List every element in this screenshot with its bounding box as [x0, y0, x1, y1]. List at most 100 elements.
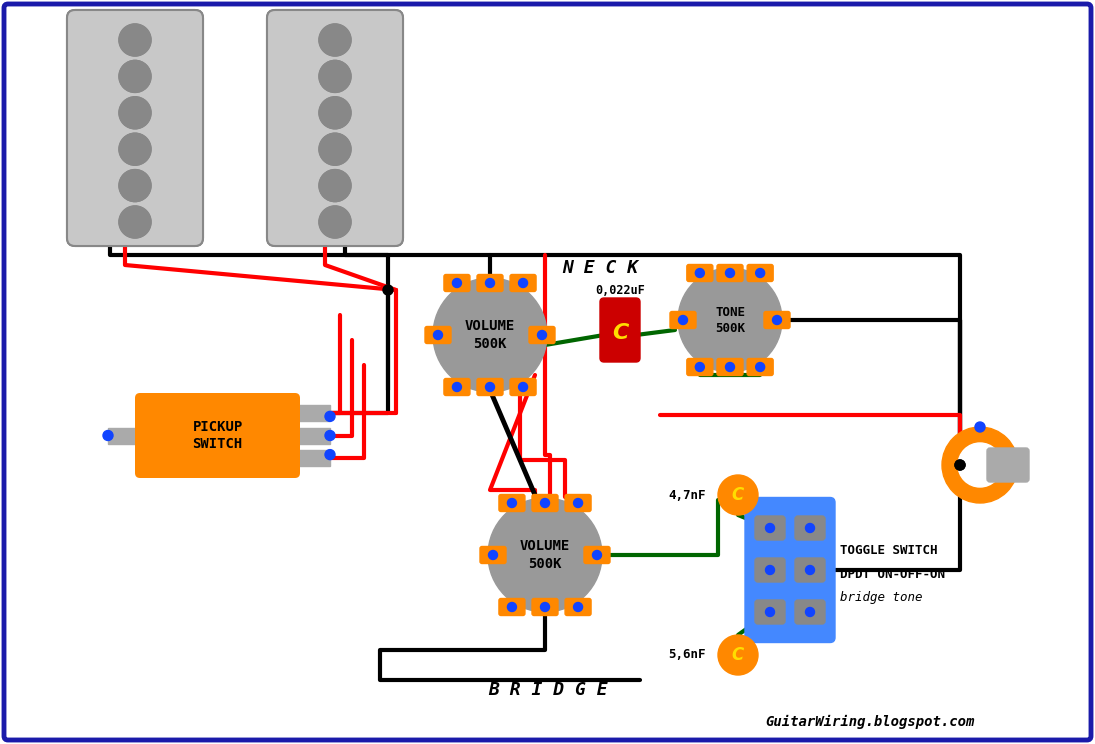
Circle shape: [507, 603, 517, 612]
Circle shape: [507, 498, 517, 507]
Circle shape: [718, 475, 758, 515]
Circle shape: [325, 411, 335, 421]
Circle shape: [679, 315, 688, 324]
FancyBboxPatch shape: [510, 379, 537, 396]
Text: 5,6nF: 5,6nF: [669, 649, 706, 661]
FancyBboxPatch shape: [477, 275, 503, 292]
FancyBboxPatch shape: [747, 359, 773, 376]
Circle shape: [119, 206, 151, 238]
Text: 4,7nF: 4,7nF: [669, 489, 706, 501]
Circle shape: [756, 362, 764, 371]
Circle shape: [718, 635, 758, 675]
Circle shape: [319, 60, 351, 92]
Circle shape: [485, 382, 495, 391]
FancyBboxPatch shape: [670, 312, 696, 329]
Circle shape: [541, 498, 550, 507]
FancyBboxPatch shape: [747, 265, 773, 281]
FancyBboxPatch shape: [267, 10, 403, 246]
Circle shape: [119, 60, 151, 92]
FancyBboxPatch shape: [717, 359, 744, 376]
Circle shape: [319, 60, 351, 92]
Circle shape: [488, 551, 497, 559]
Circle shape: [325, 431, 335, 440]
Bar: [295, 450, 330, 466]
Circle shape: [756, 269, 764, 278]
FancyBboxPatch shape: [443, 275, 470, 292]
Circle shape: [325, 449, 335, 460]
Circle shape: [592, 551, 601, 559]
FancyBboxPatch shape: [443, 379, 470, 396]
Text: VOLUME
500K: VOLUME 500K: [520, 539, 570, 571]
Circle shape: [806, 565, 815, 574]
Circle shape: [319, 170, 351, 202]
FancyBboxPatch shape: [425, 327, 451, 344]
Circle shape: [319, 133, 351, 165]
FancyBboxPatch shape: [532, 598, 558, 615]
Text: TONE
500K: TONE 500K: [715, 306, 745, 335]
Circle shape: [678, 268, 782, 372]
Circle shape: [119, 170, 151, 202]
FancyBboxPatch shape: [4, 4, 1091, 740]
Circle shape: [319, 97, 351, 129]
Circle shape: [119, 206, 151, 238]
FancyBboxPatch shape: [499, 598, 525, 615]
Circle shape: [765, 524, 774, 533]
Circle shape: [519, 278, 528, 287]
FancyBboxPatch shape: [510, 275, 537, 292]
Circle shape: [319, 170, 351, 202]
Circle shape: [119, 97, 151, 129]
FancyBboxPatch shape: [584, 547, 610, 563]
Circle shape: [485, 278, 495, 287]
Text: bridge tone: bridge tone: [840, 591, 922, 604]
FancyBboxPatch shape: [532, 495, 558, 512]
FancyBboxPatch shape: [754, 600, 785, 624]
FancyBboxPatch shape: [267, 10, 403, 246]
Circle shape: [772, 315, 782, 324]
Circle shape: [955, 460, 965, 470]
Circle shape: [765, 608, 774, 617]
Text: B R I D G E: B R I D G E: [488, 681, 608, 699]
Circle shape: [541, 603, 550, 612]
Circle shape: [119, 170, 151, 202]
FancyBboxPatch shape: [754, 558, 785, 582]
Circle shape: [119, 133, 151, 165]
Circle shape: [806, 524, 815, 533]
FancyBboxPatch shape: [717, 265, 744, 281]
FancyBboxPatch shape: [565, 598, 591, 615]
FancyBboxPatch shape: [687, 359, 713, 376]
FancyBboxPatch shape: [565, 495, 591, 512]
Circle shape: [103, 431, 113, 440]
Circle shape: [433, 278, 548, 392]
FancyBboxPatch shape: [795, 516, 825, 540]
Text: TOGGLE SWITCH: TOGGLE SWITCH: [840, 544, 937, 557]
Text: 0,022uF: 0,022uF: [595, 283, 645, 297]
Circle shape: [119, 24, 151, 56]
Circle shape: [452, 278, 461, 287]
Text: C: C: [731, 486, 745, 504]
FancyBboxPatch shape: [600, 298, 639, 362]
Bar: [295, 405, 330, 421]
Circle shape: [434, 330, 442, 339]
Text: C: C: [731, 646, 745, 664]
Circle shape: [574, 603, 583, 612]
Circle shape: [319, 97, 351, 129]
Circle shape: [695, 362, 704, 371]
Circle shape: [975, 422, 986, 432]
FancyBboxPatch shape: [67, 10, 203, 246]
FancyBboxPatch shape: [480, 547, 506, 563]
FancyBboxPatch shape: [987, 448, 1029, 482]
Circle shape: [319, 206, 351, 238]
Circle shape: [383, 285, 393, 295]
FancyBboxPatch shape: [687, 265, 713, 281]
Circle shape: [519, 382, 528, 391]
FancyBboxPatch shape: [477, 379, 503, 396]
Circle shape: [955, 460, 965, 470]
Text: N E C K: N E C K: [562, 259, 638, 277]
Circle shape: [806, 608, 815, 617]
FancyBboxPatch shape: [67, 10, 203, 246]
Circle shape: [452, 382, 461, 391]
Text: PICKUP
SWITCH: PICKUP SWITCH: [193, 420, 243, 451]
Circle shape: [942, 427, 1018, 503]
Circle shape: [488, 498, 602, 612]
FancyBboxPatch shape: [795, 558, 825, 582]
